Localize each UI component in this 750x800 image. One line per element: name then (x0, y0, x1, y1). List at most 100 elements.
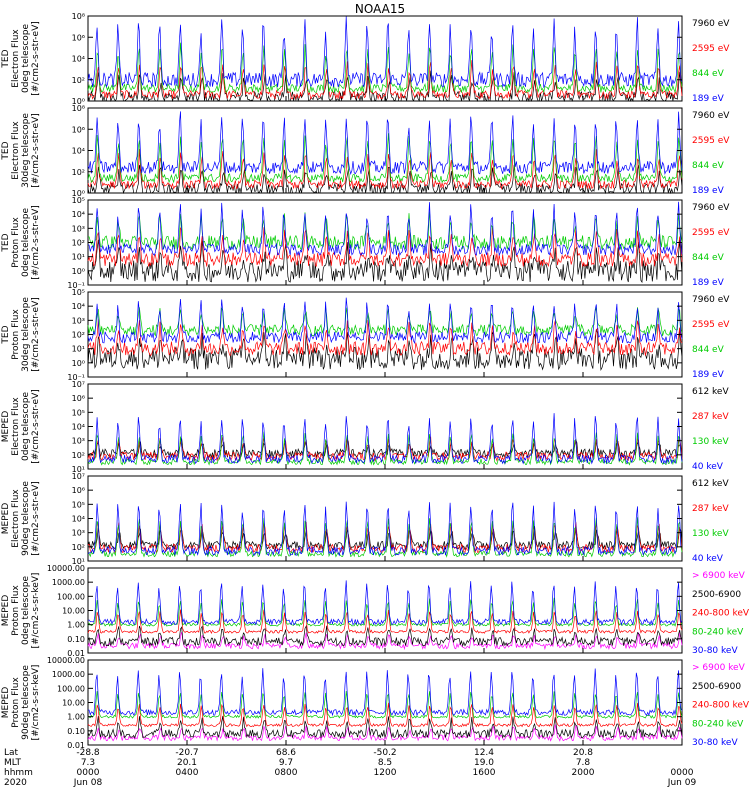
legend-entry: 844 eV (692, 345, 725, 355)
x-tick-label: -20.7 (175, 748, 198, 758)
x-tick-label: 2000 (572, 768, 595, 778)
panel-1: 10⁰ 10² 10⁴ 10⁶ 10⁸ TED Electron Flux 0deg tele… (1, 12, 730, 106)
legend-entry: 844 eV (692, 69, 725, 79)
y-tick-label: 10⁶ (72, 394, 85, 403)
y-tick-label: 10² (72, 76, 85, 85)
y-tick-label: 10³ (72, 316, 85, 325)
y-axis-label: MEPED (1, 687, 11, 719)
legend-entry: > 6900 keV (692, 663, 746, 673)
series-line (87, 438, 683, 459)
y-tick-label: 10⁰ (72, 97, 85, 106)
y-axis-label: Proton Flux (11, 309, 21, 360)
y-axis-label: 30deg telescope (21, 113, 31, 188)
y-tick-label: 10⁻¹ (67, 281, 85, 290)
legend-entry: 189 eV (692, 94, 725, 104)
series-line (87, 16, 683, 89)
series-line (87, 42, 683, 94)
y-axis-label: 0deg telescope (21, 392, 31, 462)
panel-3: 10⁻¹ 10⁰ 10¹ 10² 10³ 10⁴ 10⁵ TED Proton Flux 0deg… (1, 196, 730, 290)
y-tick-label: 10⁴ (72, 210, 85, 219)
x-tick-label: 12.4 (474, 748, 494, 758)
y-axis-label: [#/cm2-s-str-eV] (31, 205, 41, 280)
x-tick-label: 0400 (176, 768, 199, 778)
panel-5: 10¹ 10² 10³ 10⁴ 10⁵ 10⁶ 10⁷ MEPED Electron Flux 0… (1, 380, 729, 474)
y-tick-label: 10⁵ (72, 500, 85, 509)
legend-entry: 2595 eV (692, 136, 730, 146)
y-tick-label: 10⁸ (72, 12, 85, 21)
series-line (87, 297, 683, 344)
y-tick-label: 10² (72, 543, 85, 552)
y-axis-label: [#/cm2-s-str-eV] (31, 297, 41, 372)
y-tick-label: 10⁴ (72, 147, 85, 156)
x-tick-label: -50.2 (373, 748, 396, 758)
series-line (87, 702, 683, 728)
y-tick-label: 10⁴ (72, 55, 85, 64)
legend-entry: 189 eV (692, 278, 725, 288)
legend-entry: 844 eV (692, 253, 725, 263)
series-line (87, 111, 683, 176)
y-tick-label: 10⁴ (72, 423, 85, 432)
y-axis-label: MEPED (1, 503, 11, 535)
x-tick-label: 7.8 (576, 758, 591, 768)
y-tick-label: 100.00 (57, 592, 85, 601)
legend-entry: 7960 eV (692, 19, 730, 29)
series-line (87, 631, 683, 651)
legend-entry: 7960 eV (692, 203, 730, 213)
x-tick-label: Jun 08 (73, 778, 103, 788)
x-row-label: Lat (4, 748, 19, 758)
y-tick-label: 10⁵ (72, 408, 85, 417)
y-tick-label: 10³ (72, 529, 85, 538)
y-axis-label: Electron Flux (11, 29, 21, 88)
y-axis-label: Electron Flux (11, 121, 21, 180)
legend-entry: 2500-6900 (692, 590, 741, 600)
x-tick-label: 8.5 (378, 758, 392, 768)
legend-entry: 30-80 keV (692, 738, 738, 748)
x-tick-label: 19.0 (474, 758, 494, 768)
y-tick-label: 10² (72, 168, 85, 177)
legend-entry: 40 keV (692, 462, 724, 472)
x-tick-label: 0000 (77, 768, 100, 778)
series-line (87, 501, 683, 557)
legend-entry: 240-800 keV (692, 609, 750, 619)
y-tick-label: 10¹ (72, 557, 85, 566)
y-axis-label: TED (1, 233, 11, 252)
y-tick-label: 10⁵ (72, 196, 85, 205)
panel-frame (87, 659, 683, 746)
y-axis-label: TED (1, 141, 11, 160)
y-axis-label: TED (1, 325, 11, 344)
series-line (87, 239, 683, 284)
series-line (87, 319, 683, 357)
legend-entry: 189 eV (692, 370, 725, 380)
y-tick-label: 0.10 (67, 635, 85, 644)
y-tick-label: 1000.00 (52, 670, 85, 679)
series-line (87, 413, 683, 465)
y-tick-label: 10000.00 (47, 564, 85, 573)
legend-entry: 40 keV (692, 554, 724, 564)
series-line (87, 436, 683, 462)
y-tick-label: 10⁰ (72, 189, 85, 198)
y-tick-label: 100.00 (57, 684, 85, 693)
y-tick-label: 10¹ (72, 345, 85, 354)
legend-entry: 287 keV (692, 412, 729, 422)
y-axis-label: Proton Flux (11, 585, 21, 636)
y-tick-label: 10² (72, 239, 85, 248)
y-axis-label: [#/cm2-s-str-eV] (31, 481, 41, 556)
x-tick-label: 1200 (374, 768, 397, 778)
x-tick-label: 9.7 (279, 758, 293, 768)
series-line (87, 625, 683, 648)
y-axis-label: MEPED (1, 595, 11, 627)
legend-entry: 7960 eV (692, 111, 730, 121)
y-tick-label: 10⁻¹ (67, 373, 85, 382)
y-tick-label: 10⁵ (72, 288, 85, 297)
y-tick-label: 10⁸ (72, 104, 85, 113)
panel-8: 0.01 0.10 1.00 10.00 100.00 1000.00 10000.00 ME… (1, 656, 750, 750)
y-tick-label: 10⁶ (72, 125, 85, 134)
y-axis-label: Electron Flux (11, 489, 21, 548)
y-axis-label: [#/cm2-s-str-eV] (31, 389, 41, 464)
y-axis-label: Proton Flux (11, 677, 21, 728)
y-tick-label: 10² (72, 331, 85, 340)
series-line (87, 149, 683, 190)
y-tick-label: 10¹ (72, 253, 85, 262)
y-tick-label: 10⁰ (72, 359, 85, 368)
